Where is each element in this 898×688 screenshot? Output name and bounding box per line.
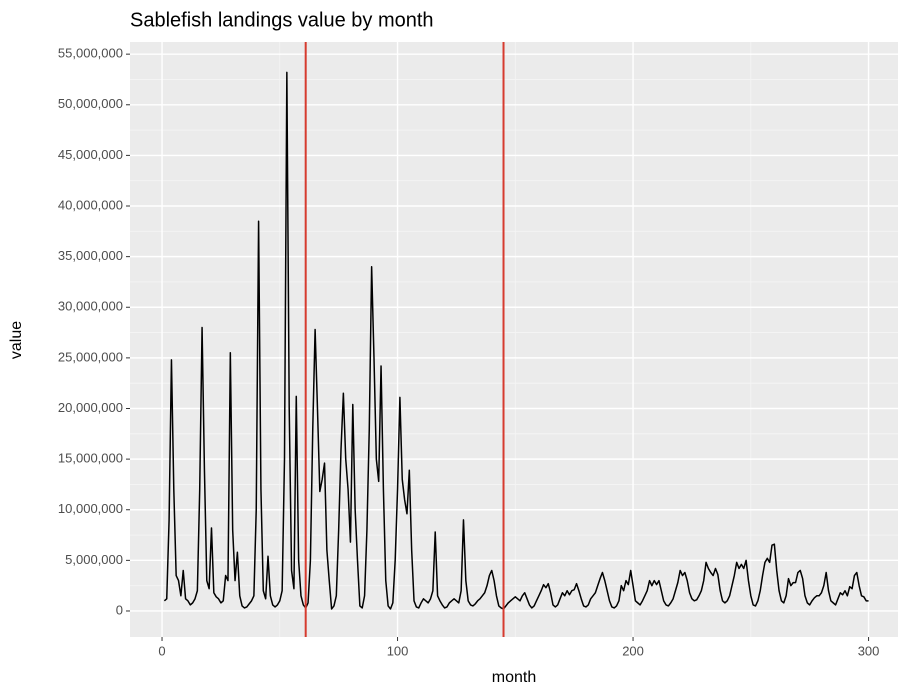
x-tick-label: 0 [158, 643, 165, 658]
y-tick-label: 15,000,000 [58, 451, 123, 466]
x-tick-label: 200 [622, 643, 644, 658]
chart-title: Sablefish landings value by month [130, 9, 434, 31]
panel-background [130, 42, 898, 637]
data-line [163, 71, 869, 610]
y-tick-label: 35,000,000 [58, 248, 123, 263]
y-tick-label: 55,000,000 [58, 46, 123, 61]
y-tick-label: 40,000,000 [58, 197, 123, 212]
y-tick-label: 25,000,000 [58, 349, 123, 364]
y-tick-label: 30,000,000 [58, 299, 123, 314]
y-tick-label: 50,000,000 [58, 96, 123, 111]
y-axis-label: value [8, 321, 25, 359]
y-tick-label: 20,000,000 [58, 400, 123, 415]
x-axis-label: month [492, 669, 536, 686]
x-tick-label: 300 [858, 643, 880, 658]
y-tick-label: 10,000,000 [58, 501, 123, 516]
y-tick-label: 5,000,000 [65, 552, 123, 567]
y-tick-label: 45,000,000 [58, 147, 123, 162]
x-tick-label: 100 [387, 643, 409, 658]
y-tick-label: 0 [116, 602, 123, 617]
